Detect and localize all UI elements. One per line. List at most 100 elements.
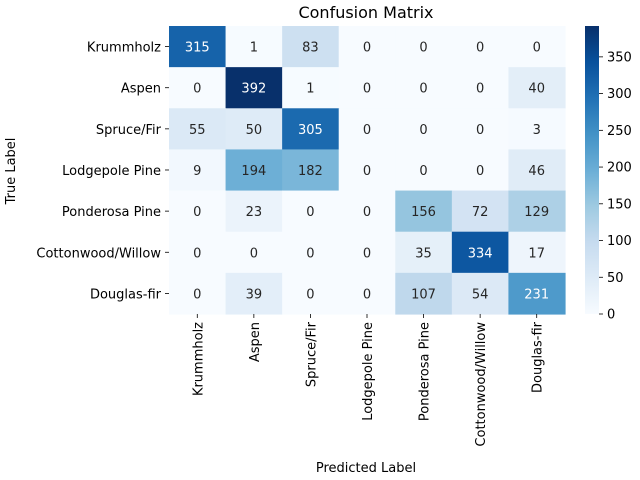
heatmap-cell [282,272,340,315]
cell-value-label: 0 [533,41,541,56]
heatmap-cell [225,149,283,192]
heatmap-cell [282,190,340,233]
cell-value-label: 39 [246,287,263,302]
heatmap-cell [338,149,396,192]
cell-value-label: 3 [533,123,541,138]
cell-value-label: 0 [419,123,427,138]
cell-value-label: 0 [363,164,371,179]
cell-value-label: 0 [306,246,314,261]
heatmap-cell [282,108,340,151]
cell-value-label: 46 [528,164,545,179]
heatmap-cell [225,272,283,315]
cell-value-label: 194 [241,164,266,179]
heatmap-cell [508,26,566,68]
cell-value-label: 0 [363,287,371,302]
cell-value-label: 0 [306,287,314,302]
x-tick-label: Douglas-fir [531,321,546,393]
x-tick-label: Ponderosa Pine [418,322,433,421]
heatmap-cell [451,108,510,151]
colorbar-tick-label: 300 [607,87,632,102]
cell-value-label: 40 [528,82,545,97]
heatmap-cell [395,26,453,68]
cell-value-label: 305 [298,123,323,138]
cell-value-label: 315 [185,41,210,56]
x-tick-label: Cottonwood/Willow [474,322,489,447]
heatmap-cell [395,149,453,192]
heatmap-cell [451,190,510,233]
heatmap-cell [395,272,453,315]
heatmap-cell [169,190,227,233]
cell-value-label: 0 [419,41,427,56]
cell-value-label: 334 [468,246,493,261]
heatmap-cell [282,231,340,274]
colorbar-tick-label: 200 [607,161,632,176]
colorbar [585,26,599,314]
cell-value-label: 0 [363,246,371,261]
heatmap-cell [225,231,283,274]
heatmap-cell [395,190,453,233]
heatmap-cell [395,67,453,109]
heatmap-cell [225,67,283,109]
heatmap-cell [451,149,510,192]
cell-value-label: 0 [193,246,201,261]
heatmap-cell [338,108,396,151]
heatmap-cell [169,149,227,192]
x-axis-label: Predicted Label [316,461,416,476]
cell-value-label: 72 [472,205,489,220]
chart-title: Confusion Matrix [298,3,433,22]
heatmap-cell [282,26,340,68]
heatmap-cell [451,26,510,68]
cell-value-label: 0 [193,287,201,302]
heatmap-cell [169,26,227,68]
heatmap-cell [225,108,283,151]
heatmap-cell [508,231,566,274]
heatmap-cell [508,67,566,109]
heatmap-cells [169,26,566,315]
colorbar-tick-label: 350 [607,50,632,65]
colorbar-tick-label: 0 [607,308,615,323]
cell-value-label: 54 [472,287,489,302]
y-axis-ticks: Krummholz Aspen Spruce/Fir Lodgepole Pine Po… [36,41,169,302]
cell-value-label: 182 [298,164,323,179]
heatmap-cell [169,272,227,315]
colorbar-ticks: 0 50 100 150 200 250 300 350 [599,50,632,323]
cell-value-label: 0 [476,164,484,179]
heatmap-cell [225,26,283,68]
heatmap-cell [338,272,396,315]
heatmap-cell [451,67,510,109]
cell-value-label: 83 [302,41,319,56]
cell-value-label: 129 [524,205,549,220]
cell-value-label: 0 [363,123,371,138]
cell-value-label: 1 [250,41,258,56]
heatmap-cell [338,67,396,109]
heatmap-cell [451,231,510,274]
heatmap-cell [395,108,453,151]
cell-value-label: 392 [241,82,266,97]
heatmap-cell [282,67,340,109]
cell-value-label: 231 [524,287,549,302]
cell-value-label: 0 [476,41,484,56]
heatmap-cell [508,108,566,151]
colorbar-tick-label: 50 [607,271,624,286]
colorbar-tick-label: 100 [607,234,632,249]
cell-value-label: 50 [246,123,263,138]
y-tick-label: Cottonwood/Willow [36,246,161,261]
x-tick-label: Spruce/Fir [304,321,319,387]
heatmap-cell [451,272,510,315]
y-tick-label: Lodgepole Pine [62,164,161,179]
cell-value-label: 0 [363,82,371,97]
y-tick-label: Douglas-fir [90,287,162,302]
cell-value-label: 9 [193,164,201,179]
cell-value-label: 107 [411,287,436,302]
y-tick-label: Ponderosa Pine [62,205,161,220]
cell-value-label: 156 [411,205,436,220]
heatmap-cell [169,67,227,109]
cell-value-label: 1 [306,82,314,97]
heatmap-cell [508,190,566,233]
heatmap-cell [508,149,566,192]
cell-value-label: 0 [476,82,484,97]
x-tick-label: Aspen [248,322,263,362]
heatmap-cell [169,108,227,151]
